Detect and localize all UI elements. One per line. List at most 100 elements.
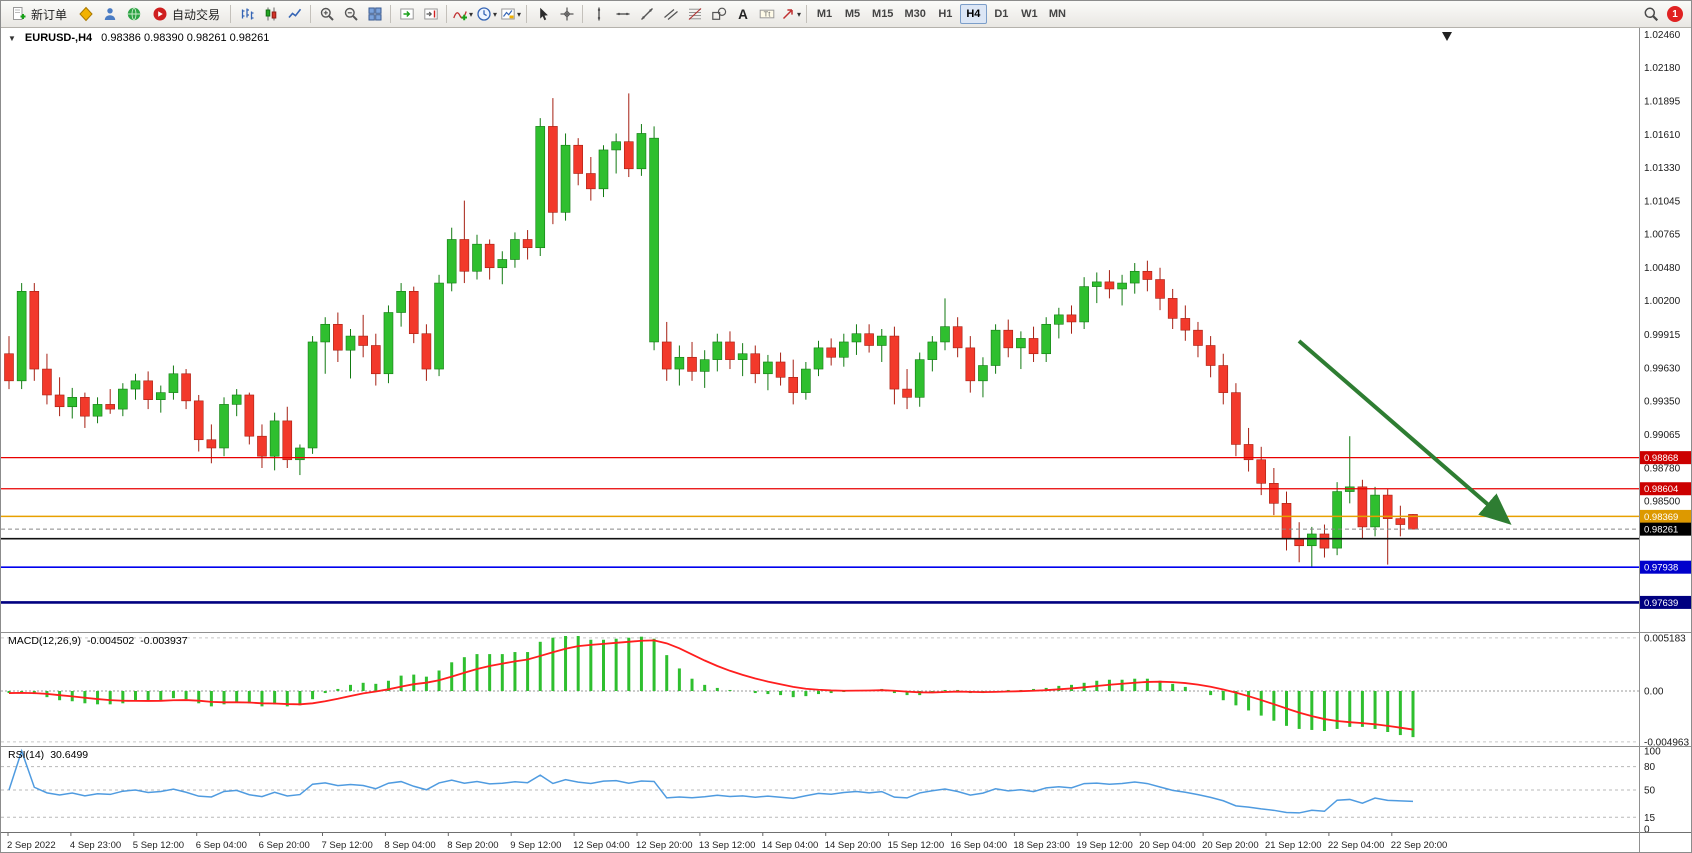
toolbar-separator: [390, 5, 392, 23]
rsi-label: RSI(14): [8, 749, 45, 761]
resistance-line-1-price-tag: [1640, 451, 1691, 465]
time-label: 16 Sep 04:00: [951, 840, 1008, 851]
textA-icon: A: [738, 7, 748, 22]
shapes-button[interactable]: [707, 3, 730, 25]
metaeditor-button[interactable]: [74, 3, 97, 25]
indicators-button[interactable]: ▾: [451, 3, 474, 25]
time-label: 12 Sep 20:00: [636, 840, 693, 851]
rsi-axis-label: 0: [1644, 825, 1650, 836]
chart-shift-button[interactable]: [419, 3, 442, 25]
vertical-line-button[interactable]: [587, 3, 610, 25]
toolbar-separator: [230, 5, 232, 23]
autoscroll-icon: [399, 8, 414, 20]
time-label: 6 Sep 04:00: [196, 840, 247, 851]
time-label: 22 Sep 20:00: [1391, 840, 1448, 851]
crosshair-icon: [560, 7, 574, 21]
line-chart-button[interactable]: [283, 3, 306, 25]
price-axis[interactable]: [1640, 28, 1692, 832]
scroll-end-marker[interactable]: [1442, 32, 1452, 41]
macd-axis-label: 0.005183: [1644, 633, 1686, 644]
time-label: 4 Sep 23:00: [70, 840, 121, 851]
text-label-button[interactable]: Tt: [755, 3, 778, 25]
toolbar: 新订单 自动交易 ▾ ▾ ▾ A Tt ▾ M1 M5 M15 M30 H1 H4 D1 W1 MN 1: [1, 1, 1691, 28]
vline-icon: [597, 7, 600, 21]
time-label: 21 Sep 12:00: [1265, 840, 1322, 851]
bar-chart-button[interactable]: [235, 3, 258, 25]
support-line-blue-price-tag: [1640, 560, 1691, 574]
price-axis-label: 0.99630: [1644, 363, 1681, 374]
price-axis-label: 0.98500: [1644, 496, 1681, 507]
trendline-button[interactable]: [635, 3, 658, 25]
channel-button[interactable]: [659, 3, 682, 25]
cursor-button[interactable]: [531, 3, 554, 25]
time-label: 6 Sep 20:00: [259, 840, 310, 851]
cursor-icon: [539, 7, 548, 21]
macd-signal-line: [8, 639, 1414, 731]
label-icon: Tt: [759, 9, 774, 18]
trend-arrow[interactable]: [1297, 339, 1512, 525]
price-axis-label: 1.02180: [1644, 63, 1681, 74]
search-button[interactable]: [1639, 3, 1662, 25]
time-label: 8 Sep 04:00: [384, 840, 435, 851]
time-label: 5 Sep 12:00: [133, 840, 184, 851]
candlestick-chart-button[interactable]: [259, 3, 282, 25]
rsi-axis-label: 50: [1644, 786, 1656, 797]
crosshair-button[interactable]: [555, 3, 578, 25]
templates-button[interactable]: ▾: [499, 3, 522, 25]
candlestick-series: [4, 93, 1418, 567]
periods-button[interactable]: ▾: [475, 3, 498, 25]
resistance-line-1-price-tag-label: 0.98868: [1644, 453, 1678, 464]
bid-price-line-price-tag: [1640, 522, 1691, 536]
new-order-button-label: 新订单: [31, 7, 68, 22]
new-order-button[interactable]: 新订单: [5, 3, 73, 25]
timeframe-D1-button[interactable]: D1: [994, 8, 1009, 20]
price-axis-label: 1.01610: [1644, 130, 1681, 141]
notification-badge[interactable]: 1: [1667, 6, 1683, 22]
profile-button[interactable]: [98, 3, 121, 25]
time-label: 13 Sep 12:00: [699, 840, 756, 851]
timeframe-H1-button[interactable]: H1: [938, 8, 953, 20]
time-axis[interactable]: [1, 832, 1692, 853]
timeframe-W1-button[interactable]: W1: [1021, 8, 1038, 20]
price-axis-label: 1.01045: [1644, 197, 1681, 208]
horizontal-line-button[interactable]: [611, 3, 634, 25]
time-label: 20 Sep 20:00: [1202, 840, 1259, 851]
diamond-icon: [78, 6, 93, 22]
macd-axis-label: 0.00: [1644, 687, 1664, 698]
chart-collapse-toggle[interactable]: ▼: [8, 33, 16, 43]
rsi-line: [8, 748, 1414, 814]
price-axis-label: 1.00765: [1644, 230, 1681, 241]
fibonacci-button[interactable]: [683, 3, 706, 25]
autotrading-button-label: 自动交易: [172, 7, 221, 22]
timeframe-H4-button[interactable]: H4: [959, 4, 987, 24]
macd-label: MACD(12,26,9): [8, 635, 81, 647]
zoom-in-icon: [320, 7, 334, 21]
support-line-navy-price-tag-label: 0.97639: [1644, 598, 1678, 609]
zoom-in-button[interactable]: [315, 3, 338, 25]
toolbar-separator: [582, 5, 584, 23]
tile-windows-button[interactable]: [363, 3, 386, 25]
community-button[interactable]: [122, 3, 145, 25]
timeframe-MN-button[interactable]: MN: [1048, 8, 1066, 20]
channel-icon: [663, 9, 678, 20]
autotrading-button[interactable]: 自动交易: [146, 3, 226, 25]
zoom-out-icon: [344, 7, 358, 21]
tile-icon: [368, 7, 382, 21]
timeframe-M15-button[interactable]: M15: [872, 8, 894, 20]
rsi-value: 30.6499: [50, 749, 89, 761]
time-label: 20 Sep 04:00: [1139, 840, 1196, 851]
auto-scroll-button[interactable]: [395, 3, 418, 25]
timeframe-M30-button[interactable]: M30: [904, 8, 926, 20]
shapes-icon: [711, 7, 726, 20]
text-button[interactable]: A: [731, 3, 754, 25]
fibo-icon: [688, 8, 701, 20]
timeframe-M5-button[interactable]: M5: [844, 8, 861, 20]
chart-symbol-label: EURUSD-,H4: [24, 32, 93, 44]
zoom-out-button[interactable]: [339, 3, 362, 25]
arrows-button[interactable]: ▾: [779, 3, 802, 25]
bars-icon: [241, 8, 254, 20]
macd-panel-header: MACD(12,26,9) -0.004502 -0.003937: [8, 635, 188, 647]
timeframe-M1-button[interactable]: M1: [816, 8, 833, 20]
line-icon: [287, 8, 301, 19]
